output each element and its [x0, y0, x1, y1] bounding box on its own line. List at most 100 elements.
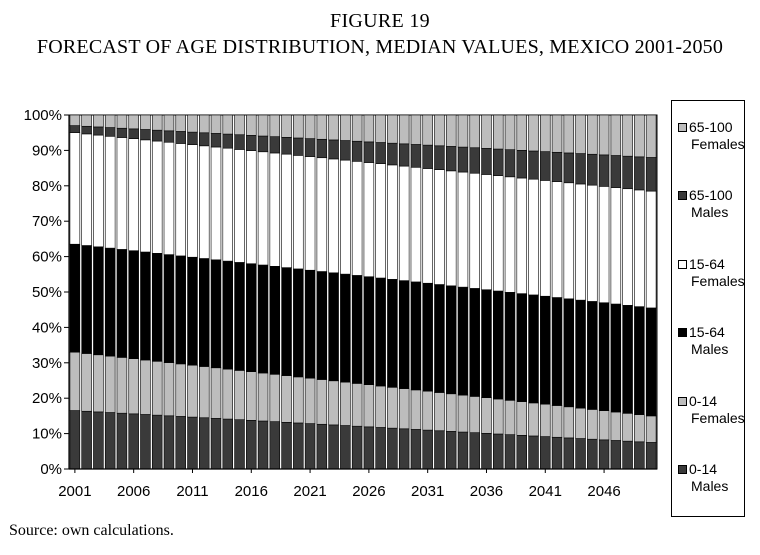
bar-segment: [575, 114, 586, 154]
bar-segment: [587, 184, 598, 302]
bar-segment: [293, 155, 304, 270]
bar-segment: [81, 410, 92, 470]
bar-segment: [234, 262, 245, 371]
bar-segment: [469, 396, 480, 433]
bar-segment: [445, 431, 457, 470]
bar-segment: [645, 415, 657, 443]
bar-segment: [222, 368, 234, 420]
bar-segment: [104, 135, 116, 249]
bar-segment: [563, 437, 575, 470]
bar-segment: [540, 403, 551, 437]
bar-segment: [328, 139, 339, 160]
x-tick-label: 2006: [117, 483, 150, 500]
bar-segment: [422, 282, 433, 392]
bar-segment: [304, 423, 316, 470]
bar-segment: [540, 114, 551, 152]
legend-label-line2: Males: [691, 341, 729, 357]
bar-segment: [93, 246, 104, 356]
bar-segment: [163, 254, 175, 363]
bar-segment: [398, 280, 410, 389]
legend-swatch: [678, 465, 687, 474]
bar-segment: [340, 140, 351, 161]
bar-segment: [481, 148, 492, 175]
legend-swatch: [678, 328, 687, 337]
bar-segment: [351, 114, 363, 142]
bar-segment: [69, 410, 81, 470]
bar-segment: [422, 168, 433, 284]
bar-segment: [598, 154, 610, 187]
y-tick-label: 20%: [32, 390, 62, 407]
chart-legend: 65-100 Females 65-100 Males 15-64 Female…: [671, 100, 745, 517]
bar-segment: [151, 414, 163, 470]
bar-segment: [351, 140, 363, 162]
bar-segment: [363, 141, 375, 163]
x-tick-label: 2001: [58, 483, 91, 500]
bar-segment: [516, 401, 528, 436]
bar-segment: [610, 187, 622, 305]
bar-segment: [293, 268, 304, 378]
bar-segment: [504, 399, 516, 435]
bar-segment: [246, 114, 257, 136]
bar-segment: [563, 152, 575, 184]
bar-segment: [293, 422, 304, 470]
bar-segment: [634, 189, 645, 307]
bar-segment: [445, 285, 457, 395]
bar-segment: [410, 114, 422, 145]
bar-segment: [481, 397, 492, 434]
bar-segment: [551, 181, 563, 298]
legend-label-line1: 0-14: [689, 461, 718, 477]
bar-segment: [363, 276, 375, 385]
bar-segment: [328, 114, 339, 141]
bar-segment: [246, 135, 257, 151]
bar-segment: [398, 165, 410, 281]
bar-segment: [481, 433, 492, 470]
bar-segment: [387, 142, 398, 166]
bar-segment: [316, 114, 328, 140]
bar-segment: [469, 288, 480, 397]
bar-segment: [410, 389, 422, 430]
bar-segment: [481, 289, 492, 398]
bar-segment: [528, 178, 539, 296]
bar-segment: [69, 351, 81, 411]
bar-segment: [410, 429, 422, 470]
bar-segment: [269, 152, 281, 267]
bar-segment: [187, 416, 198, 470]
bar-segment: [445, 393, 457, 432]
bar-segment: [246, 420, 257, 470]
bar-segment: [398, 428, 410, 470]
bar-segment: [175, 255, 186, 365]
bar-segment: [575, 183, 586, 301]
bar-segment: [351, 275, 363, 384]
bar-segment: [575, 299, 586, 409]
bar-segment: [316, 138, 328, 159]
legend-label-line1: 15-64: [689, 324, 725, 340]
bar-segment: [422, 390, 433, 431]
bar-segment: [528, 294, 539, 404]
bar-segment: [93, 114, 104, 128]
y-tick-label: 0%: [40, 461, 62, 478]
bar-segment: [187, 131, 198, 145]
stacked-bar-chart: 0% 10% 20% 30% 40% 50% 60% 70% 80% 90% 100% 2001 200…: [24, 107, 658, 500]
legend-swatch: [678, 123, 687, 132]
bar-segment: [163, 114, 175, 132]
bar-segment: [210, 133, 222, 148]
bar-segment: [387, 279, 398, 388]
bar-segment: [540, 151, 551, 181]
bar-segment: [128, 250, 139, 359]
bar-segment: [375, 277, 386, 387]
bar-segment: [634, 441, 645, 470]
legend-label-line1: 0-14: [689, 393, 718, 409]
bar-segment: [340, 114, 351, 141]
y-tick-label: 50%: [32, 284, 62, 301]
bar-segment: [434, 284, 445, 393]
legend-label-line2: Males: [691, 478, 729, 494]
figure-title: FORECAST OF AGE DISTRIBUTION, MEDIAN VAL…: [36, 36, 724, 58]
bar-segment: [116, 249, 128, 358]
bar-segment: [269, 373, 281, 422]
bar-segment: [634, 114, 645, 158]
bar-segment: [234, 149, 245, 263]
bar-segment: [116, 127, 128, 138]
bar-segment: [351, 425, 363, 470]
bar-segment: [563, 406, 575, 439]
bar-segment: [551, 436, 563, 470]
